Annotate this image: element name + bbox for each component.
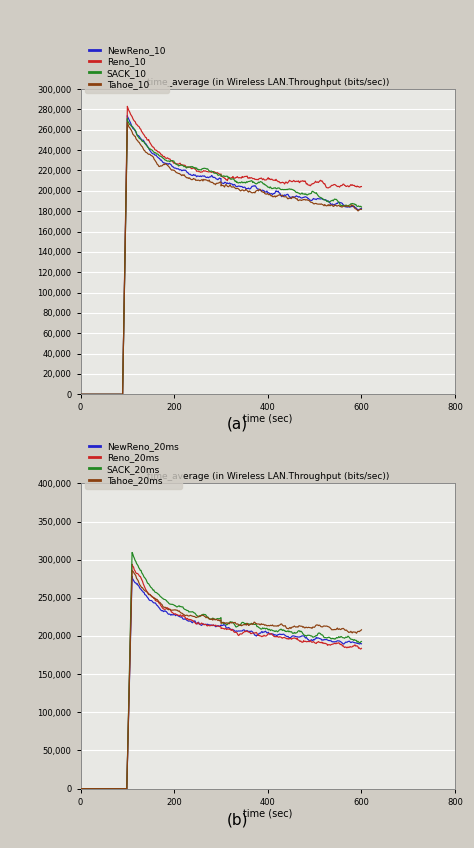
X-axis label: time (sec): time (sec) [243, 414, 292, 424]
Title: time_average (in Wireless LAN.Throughput (bits/sec)): time_average (in Wireless LAN.Throughput… [146, 78, 389, 86]
Title: time_average (in Wireless LAN.Throughput (bits/sec)): time_average (in Wireless LAN.Throughput… [146, 472, 389, 481]
Text: (b): (b) [226, 812, 248, 828]
Legend: NewReno_20ms, Reno_20ms, SACK_20ms, Tahoe_20ms: NewReno_20ms, Reno_20ms, SACK_20ms, Taho… [85, 438, 182, 488]
Text: (a): (a) [227, 416, 247, 432]
X-axis label: time (sec): time (sec) [243, 808, 292, 818]
Legend: NewReno_10, Reno_10, SACK_10, Tahoe_10: NewReno_10, Reno_10, SACK_10, Tahoe_10 [85, 42, 169, 92]
